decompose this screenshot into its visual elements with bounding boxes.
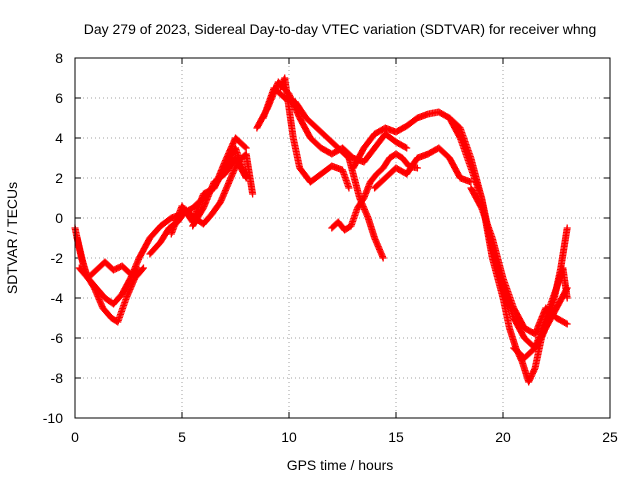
x-tick-label: 20 [495,429,511,445]
x-tick-label: 15 [388,429,404,445]
x-tick-label: 0 [71,429,79,445]
y-tick-label: -4 [51,290,64,306]
x-tick-label: 25 [602,429,618,445]
series-satellite-track-3 [75,258,143,282]
data-point [242,174,250,182]
series-satellite-track-8 [259,84,387,262]
y-tick-label: -8 [51,370,64,386]
data-point [249,190,257,198]
data-point [379,254,387,262]
x-tick-label: 5 [178,429,186,445]
y-tick-label: -10 [43,410,63,426]
plot-frame [74,57,611,419]
data-point [242,144,250,152]
y-tick-label: -2 [51,250,64,266]
y-tick-label: 2 [55,170,63,186]
chart-title: Day 279 of 2023, Sidereal Day-to-day VTE… [84,21,597,37]
data-point [241,173,249,181]
data-point [467,178,475,186]
series-satellite-track-9 [276,74,353,192]
y-tick-label: 0 [55,210,63,226]
data-point [563,224,571,232]
data-point [413,164,421,172]
y-tick-label: 6 [55,90,63,106]
x-axis-title: GPS time / hours [287,457,394,473]
y-tick-label: 4 [55,130,63,146]
series-satellite-track-2 [73,234,147,326]
data-point [135,266,143,274]
data-point [139,264,147,272]
data-point [563,294,571,302]
data-point [139,265,147,273]
data-point [134,267,142,275]
series-satellite-track-14 [467,184,571,338]
series-satellite-track-15 [510,264,571,362]
y-axis-title: SDTVAR / TECUs [4,182,20,294]
series-satellite-track-6 [189,154,250,230]
x-tick-label: 10 [281,429,297,445]
axis-tick-labels: 0 5 10 15 20 25 -10 -8 -6 -4 -2 0 2 4 6 8 [43,50,618,445]
data-point [345,184,353,192]
data-point [403,144,411,152]
data-point [401,143,409,151]
series-satellite-track-12 [371,144,475,192]
data-point [562,319,570,327]
data-point [563,320,571,328]
y-tick-label: -6 [51,330,64,346]
data-points [71,74,571,386]
data-point [241,143,249,151]
y-tick-label: 8 [55,50,63,66]
